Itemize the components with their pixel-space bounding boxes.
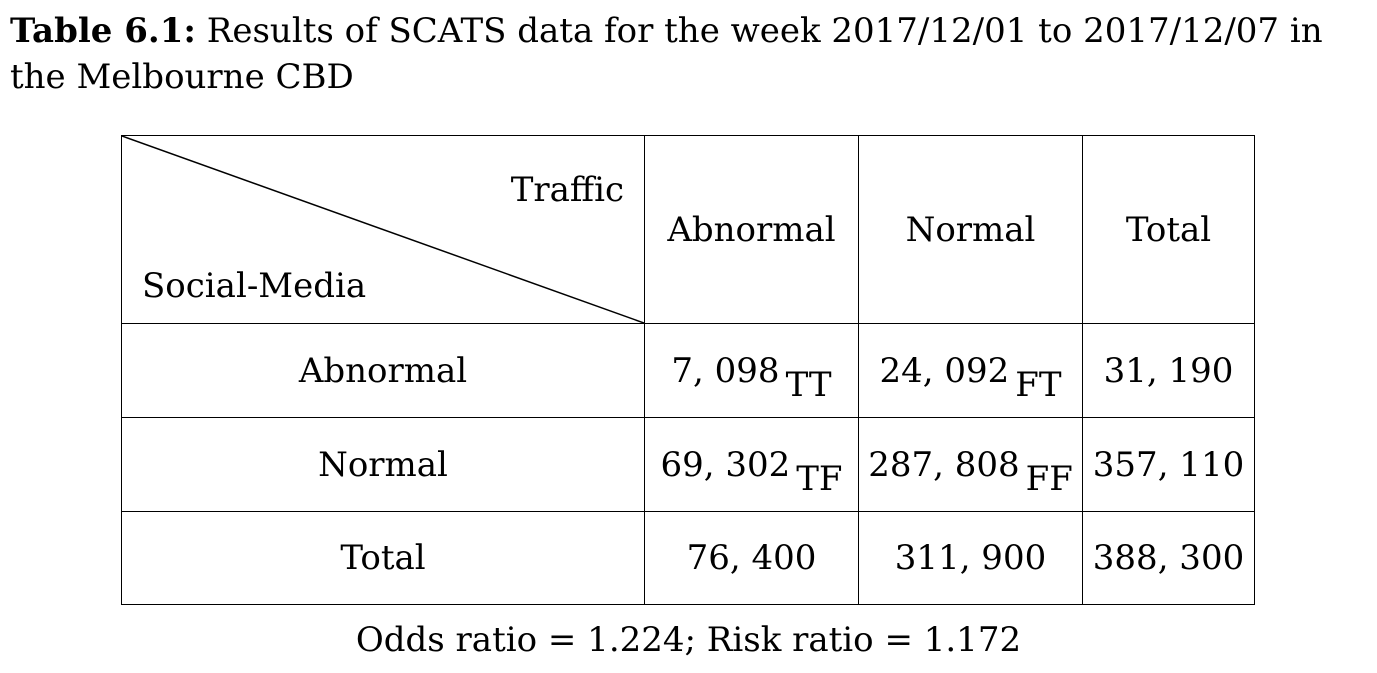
- cell-total-total: 388, 300: [1082, 511, 1255, 605]
- table-caption: Table 6.1: Results of SCATS data for the…: [10, 8, 1370, 100]
- cell-value: 311, 900: [894, 538, 1047, 578]
- row-header-abnormal: Abnormal: [121, 323, 645, 418]
- cell-value: 7, 098: [671, 350, 780, 391]
- column-header-total: Total: [1082, 135, 1255, 324]
- row-header-normal: Normal: [121, 417, 645, 512]
- cell-normal-normal: 287, 808 FF: [858, 417, 1083, 512]
- corner-label-traffic: Traffic: [510, 170, 624, 210]
- diagonal-divider: [122, 136, 644, 323]
- header-row: Traffic Social-Media Abnormal Normal Tot…: [121, 135, 1255, 324]
- row-header-total: Total: [121, 511, 645, 605]
- results-table: Traffic Social-Media Abnormal Normal Tot…: [121, 135, 1255, 605]
- cell-value: 287, 808: [868, 444, 1020, 485]
- table-row: Total 76, 400 311, 900 388, 300: [121, 511, 1255, 605]
- cell-total-abnormal: 76, 400: [644, 511, 859, 605]
- table-row: Normal 69, 302 TF 287, 808 FF 357, 110: [121, 417, 1255, 512]
- cell-normal-total: 357, 110: [1082, 417, 1255, 512]
- cell-value: 76, 400: [686, 538, 817, 578]
- cell-value: 69, 302: [660, 444, 791, 485]
- cell-abnormal-total: 31, 190: [1082, 323, 1255, 418]
- cell-tag: TT: [785, 364, 832, 405]
- cell-value: 357, 110: [1092, 444, 1245, 485]
- cell-tag: TF: [796, 458, 843, 499]
- column-header-abnormal: Abnormal: [644, 135, 859, 324]
- cell-value: 24, 092: [879, 350, 1010, 391]
- cell-abnormal-normal: 24, 092 FT: [858, 323, 1083, 418]
- cell-tag: FF: [1025, 458, 1073, 499]
- caption-label: Table 6.1:: [10, 11, 196, 51]
- cell-total-normal: 311, 900: [858, 511, 1083, 605]
- corner-cell: Traffic Social-Media: [121, 135, 645, 324]
- cell-tag: FT: [1015, 364, 1062, 405]
- ratio-footnote: Odds ratio = 1.224; Risk ratio = 1.172: [355, 620, 1022, 660]
- table-row: Abnormal 7, 098 TT 24, 092 FT 31, 190: [121, 323, 1255, 418]
- cell-normal-abnormal: 69, 302 TF: [644, 417, 859, 512]
- cell-value: 388, 300: [1092, 538, 1245, 578]
- column-header-normal: Normal: [858, 135, 1083, 324]
- caption-text: Results of SCATS data for the week 2017/…: [10, 11, 1323, 97]
- corner-label-social-media: Social-Media: [142, 266, 367, 306]
- cell-value: 31, 190: [1103, 350, 1234, 391]
- cell-abnormal-abnormal: 7, 098 TT: [644, 323, 859, 418]
